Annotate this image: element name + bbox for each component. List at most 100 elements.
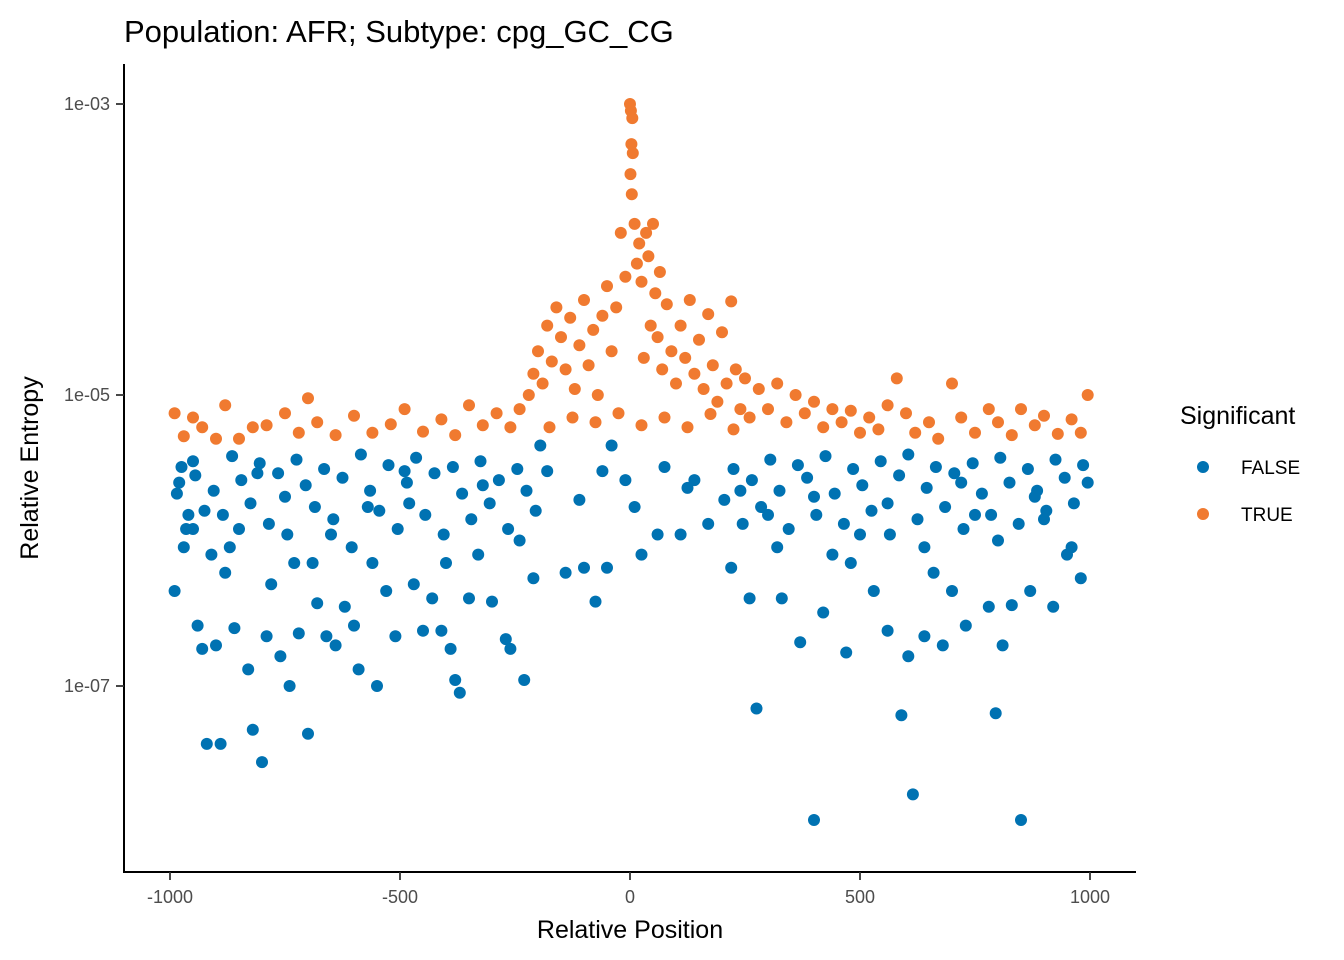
data-point-false	[702, 517, 715, 530]
data-point-true	[568, 383, 581, 395]
data-point-false	[801, 471, 814, 484]
data-point-false	[366, 557, 379, 569]
data-point-false	[534, 439, 547, 452]
data-point-false	[228, 622, 241, 635]
data-point-true	[1051, 427, 1064, 440]
data-point-false	[1015, 814, 1027, 826]
data-point-true	[681, 421, 694, 434]
data-point-false	[819, 450, 832, 463]
data-point-false	[589, 595, 602, 608]
data-point-false	[1021, 463, 1034, 475]
data-point-true	[612, 407, 625, 420]
data-point-true	[716, 326, 728, 339]
data-point-false	[1067, 497, 1080, 510]
data-point-true	[808, 395, 820, 408]
data-point-true	[543, 421, 556, 434]
data-point-false	[265, 578, 278, 591]
data-point-false	[302, 727, 314, 740]
data-point-true	[348, 409, 360, 422]
data-point-false	[718, 493, 731, 506]
data-point-false	[449, 674, 462, 686]
data-point-true	[573, 339, 586, 352]
data-point-true	[679, 351, 692, 364]
data-point-false	[902, 448, 915, 461]
data-point-false	[290, 453, 303, 466]
data-point-true	[635, 275, 648, 288]
data-point-true	[656, 363, 669, 376]
data-point-false	[982, 600, 995, 613]
data-point-false	[929, 461, 942, 473]
data-point-true	[725, 295, 738, 308]
data-point-false	[881, 624, 894, 637]
data-point-false	[354, 448, 367, 461]
y-tick-label: 1e-07	[64, 676, 110, 696]
data-point-false	[198, 504, 211, 517]
data-point-false	[299, 479, 312, 492]
data-point-true	[881, 399, 894, 412]
data-point-false	[1077, 459, 1090, 472]
data-point-true	[532, 345, 544, 358]
data-point-false	[216, 508, 229, 521]
data-point-false	[762, 508, 774, 521]
data-point-false	[170, 487, 183, 500]
data-point-false	[764, 453, 777, 466]
data-point-false	[453, 686, 466, 699]
data-point-true	[665, 345, 678, 358]
data-point-true	[798, 407, 811, 420]
data-point-true	[292, 426, 305, 439]
data-point-true	[835, 416, 848, 429]
data-point-false	[529, 504, 542, 517]
data-point-false	[214, 737, 227, 750]
legend: Significant FALSE TRUE	[1180, 402, 1300, 526]
data-point-true	[311, 416, 324, 429]
data-point-false	[476, 479, 489, 492]
data-point-false	[345, 541, 358, 554]
data-point-false	[513, 534, 526, 547]
data-point-false	[1028, 490, 1041, 503]
data-point-false	[219, 566, 232, 579]
data-point-false	[435, 624, 448, 637]
data-point-false	[398, 465, 411, 478]
data-point-true	[992, 416, 1004, 429]
data-point-true	[628, 217, 641, 230]
data-point-false	[486, 595, 498, 608]
data-point-false	[918, 541, 931, 554]
data-point-false	[511, 463, 524, 475]
data-point-false	[410, 451, 423, 464]
data-point-false	[382, 459, 395, 472]
data-point-false	[936, 639, 949, 652]
data-point-false	[444, 642, 457, 655]
data-point-true	[633, 237, 646, 250]
data-point-true	[490, 407, 503, 420]
data-point-true	[555, 331, 567, 344]
data-point-false	[865, 504, 878, 517]
data-point-true	[625, 188, 638, 201]
data-point-true	[527, 367, 540, 380]
data-point-true	[329, 429, 342, 442]
data-point-true	[946, 377, 958, 390]
data-point-true	[982, 403, 995, 416]
data-point-false	[456, 487, 469, 500]
data-point-true	[635, 419, 648, 432]
data-point-true	[762, 403, 774, 416]
data-point-true	[932, 432, 945, 445]
data-point-true	[1015, 403, 1027, 416]
data-point-false	[736, 517, 749, 530]
data-point-false	[854, 528, 866, 541]
data-point-true	[780, 416, 793, 429]
data-point-false	[253, 457, 266, 470]
x-tick-label: 500	[845, 887, 875, 907]
data-point-false	[674, 528, 687, 541]
data-point-true	[969, 426, 981, 439]
data-point-false	[828, 487, 841, 500]
data-point-true	[711, 395, 724, 408]
data-point-true	[302, 392, 314, 405]
data-point-true	[844, 404, 857, 417]
data-point-true	[727, 423, 740, 436]
data-point-false	[187, 523, 199, 535]
data-point-true	[1028, 419, 1041, 432]
data-point-false	[191, 619, 204, 632]
data-point-false	[279, 490, 291, 503]
data-point-true	[720, 377, 733, 390]
data-point-false	[826, 548, 839, 561]
